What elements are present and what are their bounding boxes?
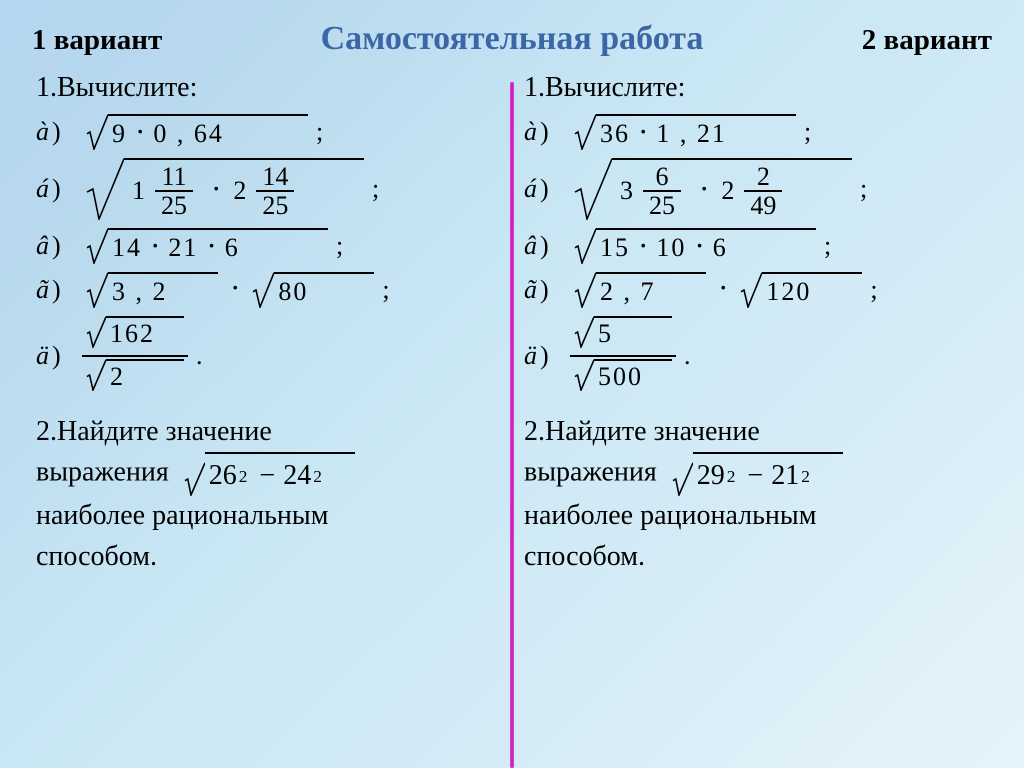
- problem-g: ã) 2 , 7 120 ;: [524, 272, 988, 308]
- task2-line4: способом.: [524, 537, 988, 578]
- problem-a: à) 90 , 64 ;: [36, 114, 500, 150]
- variant-2-label: 2 вариант: [862, 24, 992, 57]
- task2-line1: 2.Найдите значение: [524, 412, 988, 453]
- problem-v: â) 15106 ;: [524, 228, 988, 264]
- columns: 1.Вычислите: à) 90 , 64 ; á) 1 1125 2 14…: [0, 58, 1024, 578]
- problem-a: à) 361 , 21 ;: [524, 114, 988, 150]
- task2-expression: 292−212: [668, 452, 847, 496]
- page-title: Самостоятельная работа: [321, 20, 704, 58]
- task2-line2: выражения 262−242: [36, 452, 500, 496]
- task1-title: 1.Вычислите:: [524, 72, 988, 104]
- problem-b: á) 3 625 2 249 ;: [524, 158, 988, 220]
- task2-paragraph: 2.Найдите значение выражения 292−212 наи…: [524, 412, 988, 578]
- task2-line2: выражения 292−212: [524, 452, 988, 496]
- task2-line1: 2.Найдите значение: [36, 412, 500, 453]
- column-variant: 1.Вычислите: à) 90 , 64 ; á) 1 1125 2 14…: [24, 58, 512, 578]
- problem-b: á) 1 1125 2 1425 ;: [36, 158, 500, 220]
- task2-line3: наиболее рациональным: [524, 496, 988, 537]
- problem-g: ã) 3 , 2 80 ;: [36, 272, 500, 308]
- header: 1 вариант Самостоятельная работа 2 вариа…: [0, 0, 1024, 58]
- problem-d: ä) 162 2 .: [36, 316, 500, 396]
- variant-1-label: 1 вариант: [32, 24, 162, 57]
- task2-line4: способом.: [36, 537, 500, 578]
- column-variant: 1.Вычислите: à) 361 , 21 ; á) 3 625 2 24…: [512, 58, 1000, 578]
- problem-v: â) 14216 ;: [36, 228, 500, 264]
- task1-title: 1.Вычислите:: [36, 72, 500, 104]
- problem-d: ä) 5 500 .: [524, 316, 988, 396]
- task2-line3: наиболее рациональным: [36, 496, 500, 537]
- task2-paragraph: 2.Найдите значение выражения 262−242 наи…: [36, 412, 500, 578]
- task2-expression: 262−242: [180, 452, 359, 496]
